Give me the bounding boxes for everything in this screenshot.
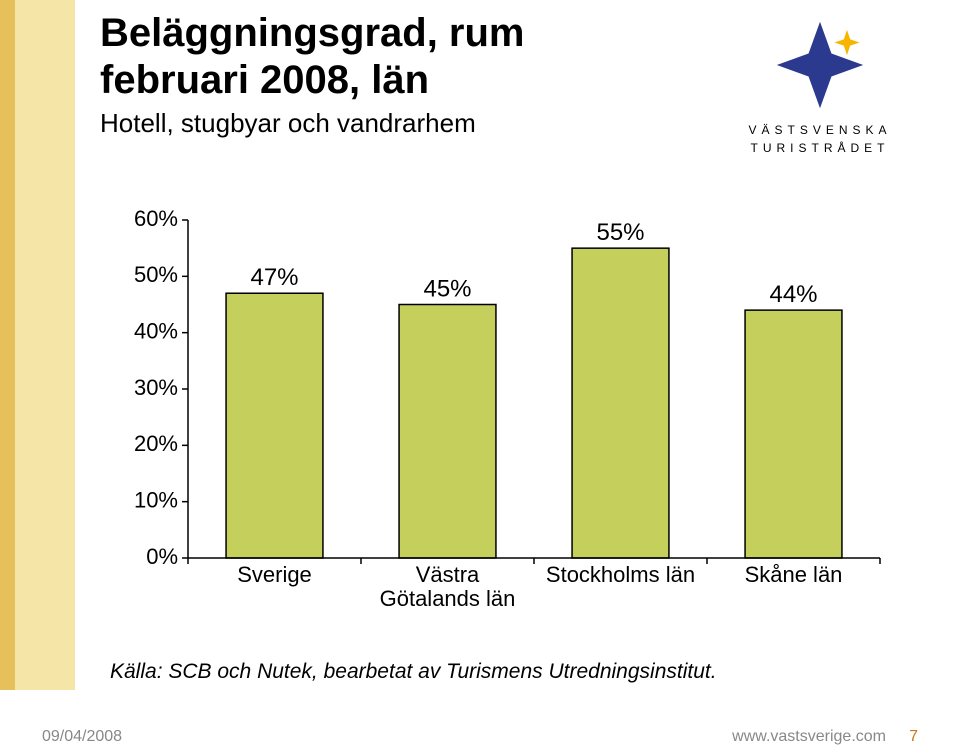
footer-right: www.vastsverige.com 7 [732, 728, 918, 746]
svg-text:Stockholms län: Stockholms län [546, 562, 695, 587]
footer: 09/04/2008 www.vastsverige.com 7 [0, 728, 960, 746]
bar [745, 310, 842, 558]
slide: Beläggningsgrad, rum februari 2008, län … [0, 0, 960, 756]
left-color-band [0, 0, 75, 690]
footer-date: 09/04/2008 [42, 728, 122, 746]
logo-text: VÄSTSVENSKA TURISTRÅDET [720, 121, 920, 157]
footer-url: www.vastsverige.com [732, 728, 886, 746]
svg-text:47%: 47% [250, 264, 298, 291]
svg-text:60%: 60% [134, 206, 178, 231]
logo-star-icon [775, 20, 865, 110]
logo: VÄSTSVENSKA TURISTRÅDET [720, 20, 920, 157]
svg-text:30%: 30% [134, 375, 178, 400]
svg-text:Västra: Västra [416, 562, 480, 587]
svg-text:55%: 55% [596, 219, 644, 246]
svg-text:Sverige: Sverige [237, 562, 312, 587]
occupancy-bar-chart: 0% 10% 20% 30% 40% 50% 60% 47% Sverige 45% VästraG… [110, 190, 890, 620]
source-line: Källa: SCB och Nutek, bearbetat av Turis… [110, 660, 717, 684]
title-block: Beläggningsgrad, rum februari 2008, län … [100, 10, 660, 139]
svg-text:40%: 40% [134, 318, 178, 343]
bar [572, 248, 669, 558]
svg-text:20%: 20% [134, 431, 178, 456]
svg-text:10%: 10% [134, 487, 178, 512]
svg-text:Götalands län: Götalands län [380, 586, 516, 611]
chart-svg: 0% 10% 20% 30% 40% 50% 60% 47% Sverige 45% VästraG… [110, 190, 890, 620]
logo-line-2: TURISTRÅDET [751, 141, 890, 155]
svg-text:50%: 50% [134, 262, 178, 287]
bar [226, 293, 323, 558]
left-band-dark [0, 0, 15, 690]
footer-page: 7 [904, 728, 918, 746]
subtitle: Hotell, stugbyar och vandrarhem [100, 108, 660, 139]
title-line-1: Beläggningsgrad, rum [100, 10, 660, 57]
title-line-2: februari 2008, län [100, 57, 660, 104]
left-band-light [15, 0, 75, 690]
svg-text:0%: 0% [146, 544, 178, 569]
logo-line-1: VÄSTSVENSKA [748, 123, 891, 137]
bar [399, 305, 496, 559]
svg-text:Skåne län: Skåne län [745, 562, 843, 587]
svg-text:44%: 44% [769, 281, 817, 308]
svg-text:45%: 45% [423, 276, 471, 303]
